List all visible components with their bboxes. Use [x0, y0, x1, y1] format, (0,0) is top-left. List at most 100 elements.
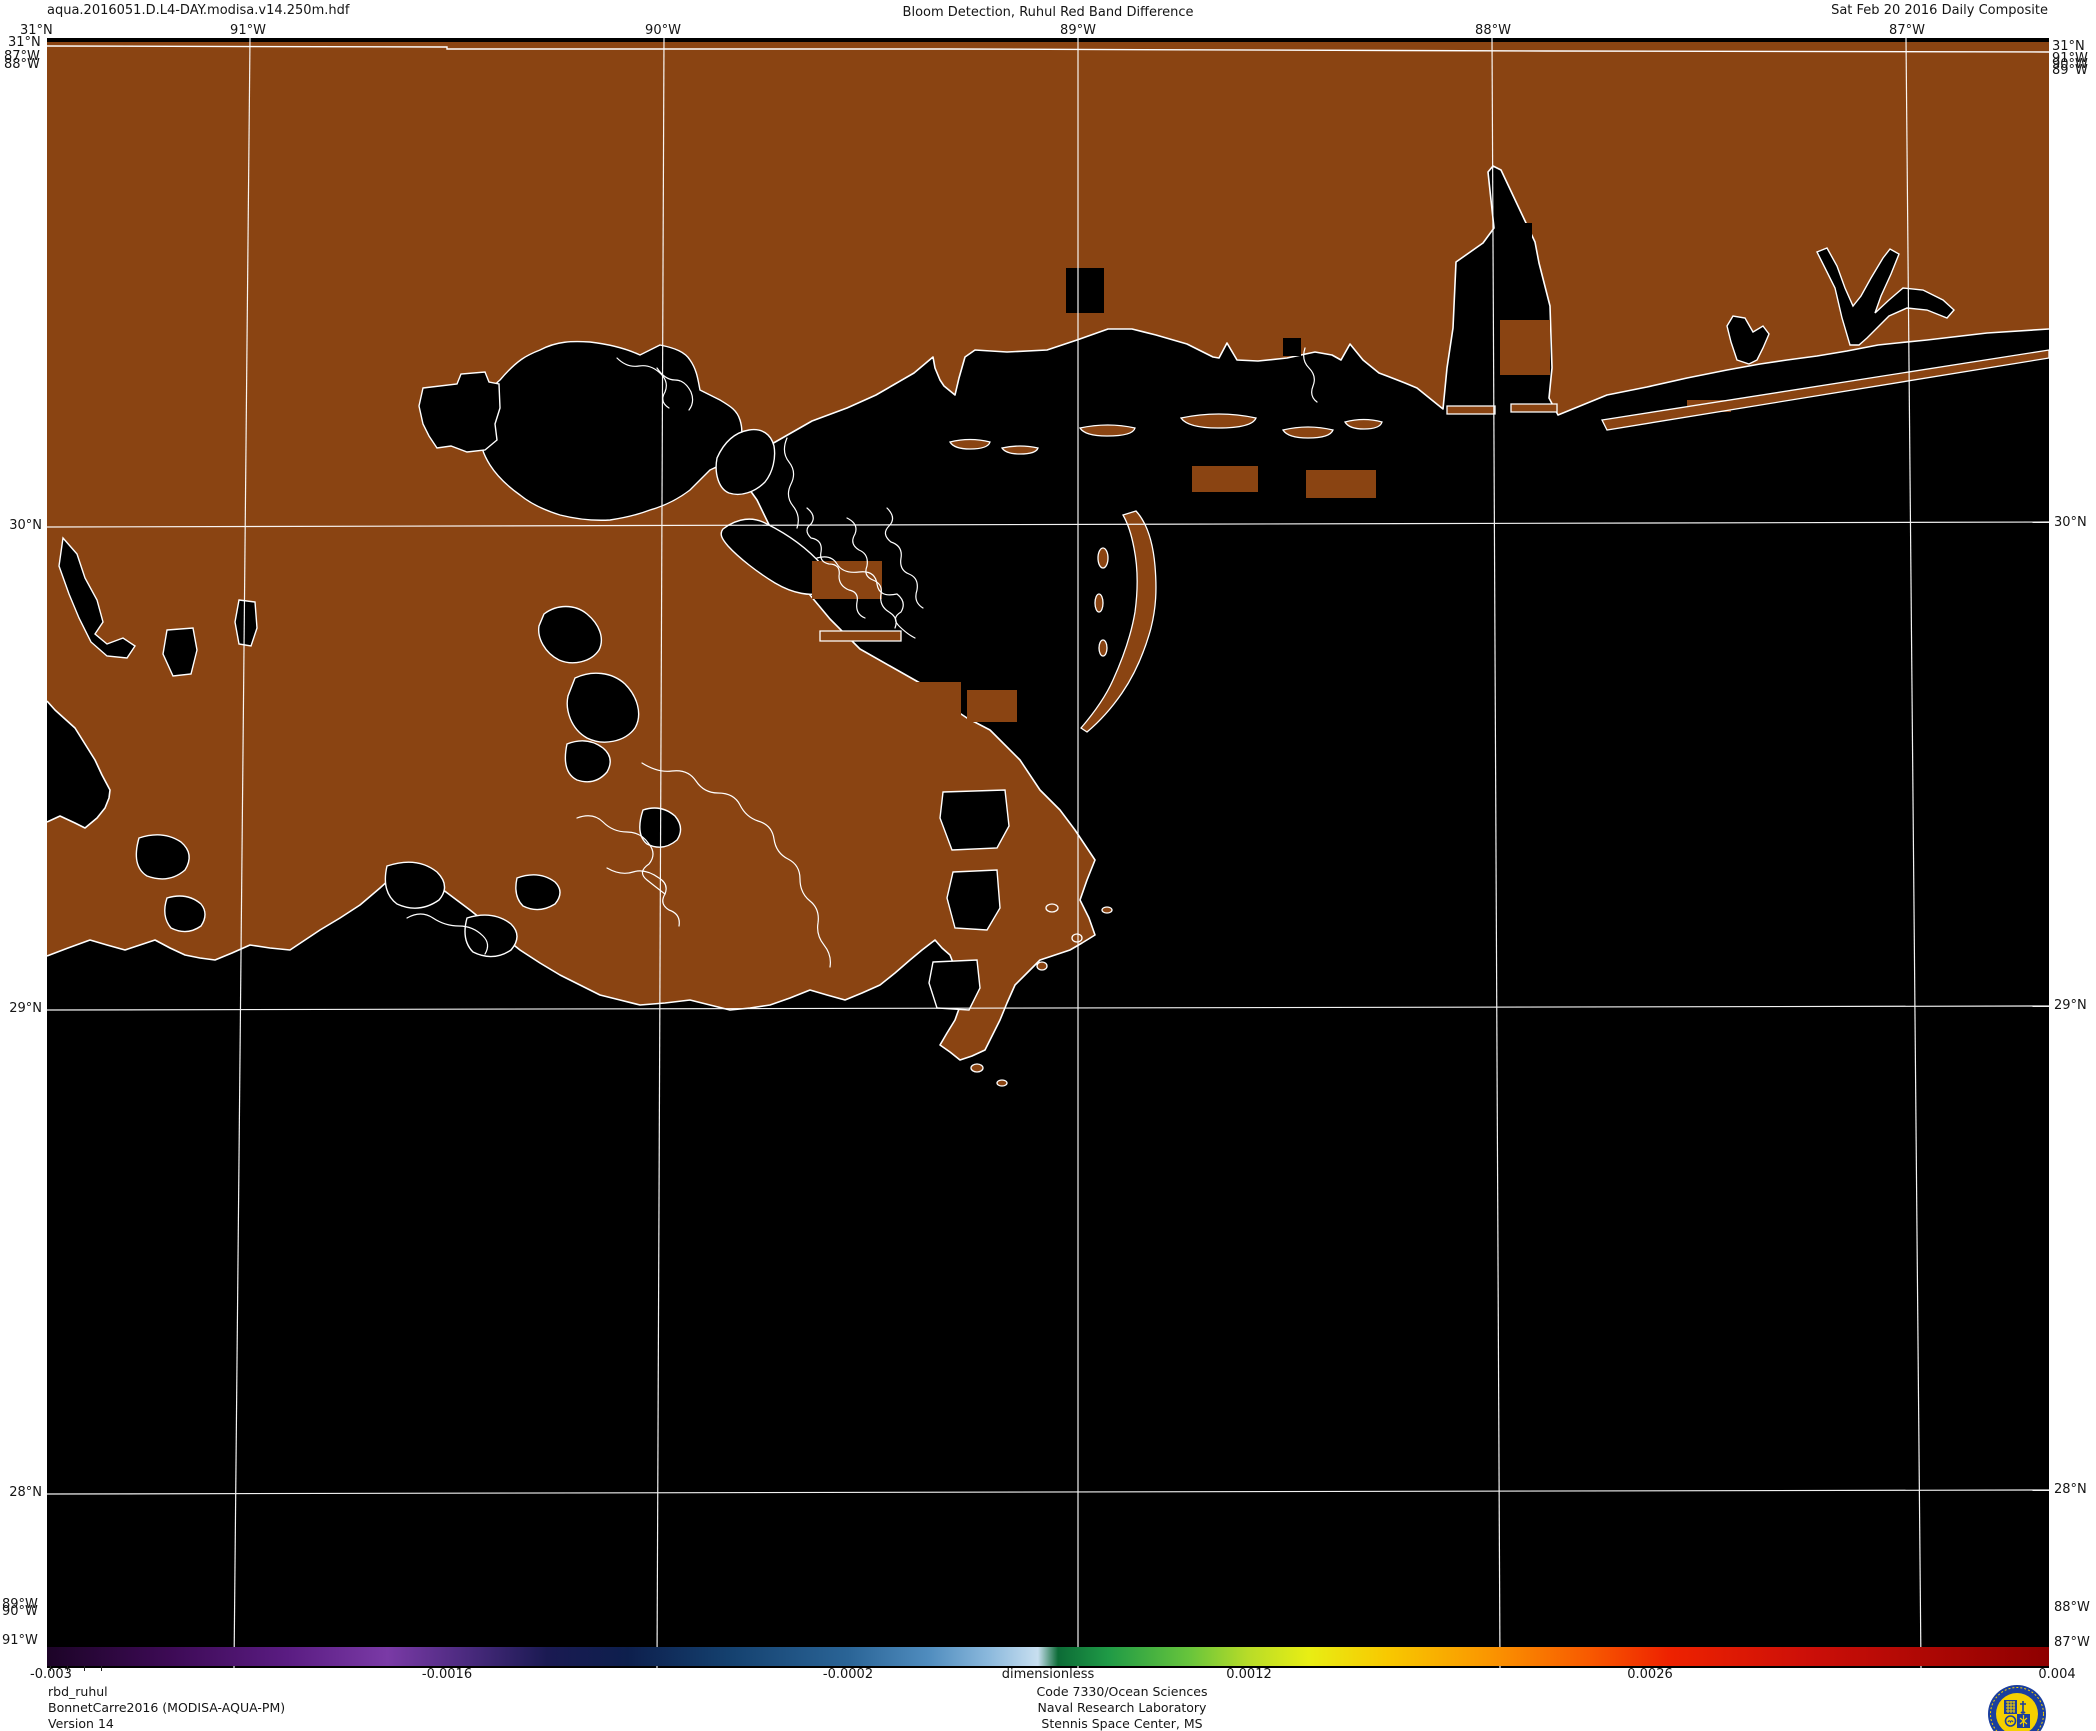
gridline-28n [47, 1489, 2049, 1495]
colorbar-minor-tick [84, 1666, 85, 1671]
pearl-river [783, 437, 799, 529]
axis-label-87w-top: 87°W [1889, 23, 1925, 38]
axis-label-88w-bottomright: 88°W [2054, 1600, 2090, 1615]
colorbar [47, 1647, 2049, 1666]
colorbar-units-label: dimensionless [1001, 1667, 1095, 1682]
marsh-squiggle-barataria-1 [576, 815, 666, 895]
axis-label-30n-left: 30°N [9, 518, 42, 533]
product-version: Version 14 [48, 1716, 114, 1731]
graticule-group [47, 38, 2049, 1668]
marsh-squiggle-terrebonne [406, 913, 489, 955]
lake-maurepas [418, 371, 501, 453]
axis-label-lat-topleft-1: 31°N [20, 23, 53, 38]
island-cat [949, 438, 991, 450]
perdido-bay [1726, 315, 1770, 365]
island-horn [1179, 413, 1257, 429]
source-filename: aqua.2016051.D.L4-DAY.modisa.v14.250m.hd… [47, 3, 350, 18]
marsh-squiggle-biloxi-3 [884, 507, 924, 609]
lake-pontchartrain-east-lobe [715, 428, 776, 496]
terrebonne-pond-2 [464, 914, 518, 958]
gridline-88w [1491, 38, 1501, 1668]
corner-stack-topleft-b: 88°W [4, 57, 40, 72]
axis-label-89w-top: 89°W [1060, 23, 1096, 38]
delta-islet-6 [996, 1079, 1008, 1087]
corner-stack-topright-b: 90°W [2052, 57, 2088, 72]
patch-mobile-bay [1500, 320, 1550, 375]
island-horn-w [1078, 424, 1136, 437]
pascagoula-river [1303, 347, 1318, 403]
patch-borgne [812, 561, 882, 599]
corner-stack-bottomleft-b: 90°W [2, 1604, 38, 1619]
colorbar-minor-tick [50, 1666, 51, 1671]
mississippi-river [641, 762, 831, 968]
marsh-squiggle-biloxi-1 [806, 507, 866, 619]
page-title: Bloom Detection, Ruhul Red Band Differen… [902, 5, 1194, 20]
axis-label-90w-top: 90°W [645, 23, 681, 38]
colorbar-minor-tick [67, 1666, 68, 1671]
islet-2 [1094, 593, 1104, 613]
northshore-squiggle-2 [656, 367, 694, 411]
land-region [47, 38, 2049, 1060]
terrebonne-pond-3 [515, 874, 561, 911]
land-datagap-group [1066, 223, 1532, 356]
delta-islet-4 [1036, 961, 1048, 971]
islet-3 [1098, 639, 1108, 657]
colorbar-tick-max: 0.004 [2038, 1667, 2076, 1682]
axis-label-88w-top: 88°W [1475, 23, 1511, 38]
small-basin-lake [234, 599, 258, 647]
gridline-30n [47, 521, 2049, 528]
colorbar-tick-4: 0.0026 [1627, 1667, 1673, 1682]
map-canvas [47, 38, 2049, 1668]
atchafalaya-streak [58, 536, 136, 659]
delta-islet-1 [1045, 903, 1059, 913]
atchafalaya-lake [162, 627, 198, 677]
marsh-strip [819, 630, 902, 642]
delta-pond-1 [939, 789, 1010, 851]
axis-label-28n-left: 28°N [9, 1485, 42, 1500]
gridline-29n [47, 1005, 2049, 1011]
vermilion-pond-2 [164, 895, 206, 933]
axis-label-91w-top: 91°W [230, 23, 266, 38]
delta-pond-3 [928, 959, 981, 1011]
axis-label-lat-topleft-2: 31°N [8, 35, 41, 50]
marsh-squiggle-barataria-2 [606, 867, 680, 927]
corner-stack-topleft-a: 87°W [4, 49, 40, 64]
gridline-31n [47, 45, 2049, 53]
islet-1 [1097, 547, 1109, 569]
marsh-squiggle-biloxi-2 [846, 517, 897, 629]
terrebonne-pond-1 [384, 861, 446, 909]
gridline-90w [656, 38, 665, 1668]
axis-label-29n-right: 29°N [2054, 998, 2087, 1013]
gridline-87w [1905, 38, 1922, 1668]
vermilion-pond-1 [135, 834, 190, 880]
seal-grid-glyph [2006, 1701, 2015, 1713]
island-dauphin [1344, 418, 1383, 430]
product-variable: rbd_ruhul [48, 1684, 108, 1699]
north-data-edge [47, 38, 2049, 42]
delta-pond-2 [946, 869, 1001, 931]
credit-code: Code 7330/Ocean Sciences [1036, 1684, 1208, 1699]
datagap-mobile [1497, 223, 1532, 300]
axis-label-87w-bottomright: 87°W [2054, 1635, 2090, 1650]
axis-label-lat-topright: 31°N [2052, 39, 2085, 54]
datagap-ms [1066, 268, 1104, 313]
colorbar-tick-1: -0.0016 [421, 1667, 473, 1682]
axis-label-29n-left: 29°N [9, 1001, 42, 1016]
colorbar-tick-min: -0.003 [30, 1667, 72, 1682]
patch-breton-1 [901, 682, 961, 722]
datagap-coast [1283, 338, 1301, 356]
delta-islet-3 [1101, 906, 1113, 914]
corner-stack-topright-a: 91°W [2052, 51, 2088, 66]
colorbar-tick-3: 0.0012 [1226, 1667, 1272, 1682]
seal-wave-circle [2004, 1715, 2017, 1727]
patch-breton-2 [967, 690, 1017, 722]
nrl-seal-svg [1988, 1685, 2046, 1731]
little-lake [564, 740, 611, 783]
credit-lab: Naval Research Laboratory [1037, 1700, 1207, 1715]
coastline [47, 165, 2049, 1061]
axis-label-28n-right: 28°N [2054, 1482, 2087, 1497]
mobile-mouth-spit-west [1446, 405, 1496, 415]
lake-des-allemands [538, 605, 603, 664]
islands-group [819, 349, 2049, 1087]
mobile-mouth-spit-east [1510, 403, 1558, 413]
